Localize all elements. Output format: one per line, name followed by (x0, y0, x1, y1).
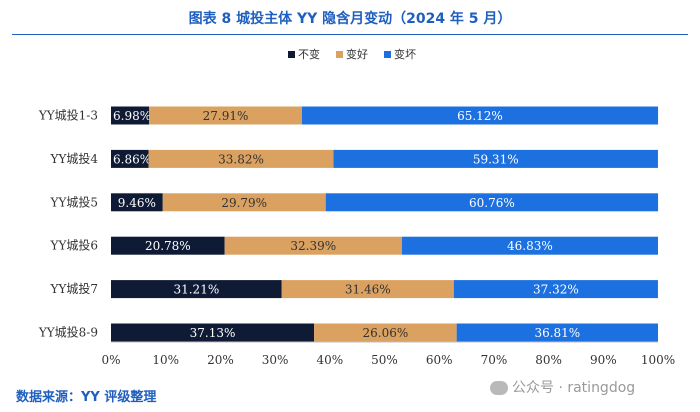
data-label: 27.91% (203, 109, 249, 123)
data-label: 6.86% (113, 152, 151, 166)
data-label: 31.46% (345, 283, 391, 297)
bar-segment (162, 193, 326, 212)
x-tick-label: 20% (207, 353, 234, 367)
data-label: 59.31% (473, 152, 519, 166)
chart-title: 图表 8 城投主体 YY 隐含月变动（2024 年 5 月） (188, 11, 512, 27)
wechat-icon (490, 381, 508, 395)
x-tick-label: 40% (316, 353, 343, 367)
x-tick-label: 10% (152, 353, 179, 367)
data-label: 37.13% (190, 326, 236, 340)
x-tick-label: 70% (481, 353, 508, 367)
data-label: 31.21% (173, 283, 219, 297)
bar-segment (281, 280, 454, 299)
x-tick-label: 30% (262, 353, 289, 367)
category-label: YY城投6 (50, 238, 98, 253)
bar-segment (325, 193, 659, 212)
bar-segment (149, 106, 302, 125)
bar-segment (301, 106, 659, 125)
x-tick-label: 50% (371, 353, 398, 367)
bar-segment (224, 236, 402, 255)
watermark-text: 公众号 · ratingdog (512, 380, 636, 396)
bar-segment (111, 236, 225, 255)
category-label: YY城投4 (50, 151, 99, 166)
watermark: 公众号 · ratingdog (490, 377, 635, 397)
data-label: 26.06% (362, 326, 408, 340)
title-divider (12, 34, 688, 35)
x-tick-label: 100% (641, 353, 675, 367)
data-label: 32.39% (290, 239, 336, 253)
bar-segment (111, 280, 282, 299)
x-tick-label: 0% (101, 353, 120, 367)
legend-label-2: 变坏 (394, 47, 416, 61)
data-label: 60.76% (469, 196, 515, 210)
legend-swatch-1 (336, 51, 343, 58)
x-tick-label: 60% (426, 353, 453, 367)
source-note: 数据来源：YY 评级整理 (16, 390, 157, 405)
data-label: 46.83% (507, 239, 553, 253)
data-label: 6.98% (113, 109, 151, 123)
data-label: 33.82% (218, 152, 264, 166)
bar-segment (401, 236, 658, 255)
category-label: YY城投8-9 (38, 325, 98, 340)
legend-swatch-0 (288, 51, 295, 58)
bar-segment (111, 149, 149, 168)
bar-segment (111, 106, 150, 125)
bar-segment (333, 149, 658, 168)
data-label: 9.46% (118, 196, 156, 210)
legend-label-1: 变好 (346, 47, 368, 61)
bar-segment (453, 280, 658, 299)
x-tick-label: 80% (535, 353, 562, 367)
data-label: 65.12% (457, 109, 503, 123)
bar-segment (148, 149, 334, 168)
category-label: YY城投5 (50, 194, 98, 209)
data-label: 20.78% (145, 239, 191, 253)
legend-swatch-2 (384, 51, 391, 58)
bar-segment (456, 323, 658, 342)
data-label: 37.32% (533, 283, 579, 297)
category-label: YY城投7 (50, 281, 98, 296)
bar-segment (111, 323, 315, 342)
x-tick-label: 90% (590, 353, 617, 367)
bar-segment (314, 323, 457, 342)
data-label: 29.79% (221, 196, 267, 210)
data-label: 36.81% (534, 326, 580, 340)
legend-label-0: 不变 (298, 47, 320, 61)
category-label: YY城投1-3 (38, 108, 98, 123)
bar-segment (111, 193, 163, 212)
